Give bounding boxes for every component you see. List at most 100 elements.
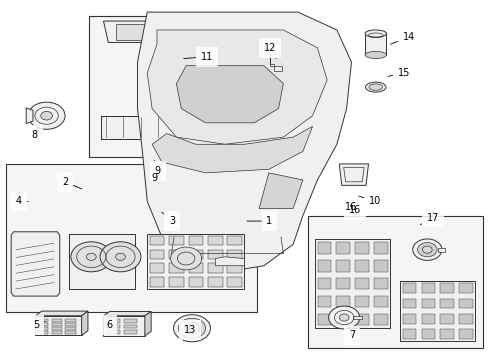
Bar bbox=[6, 164, 256, 312]
Bar bbox=[307, 216, 482, 348]
Polygon shape bbox=[103, 316, 144, 336]
Text: 2: 2 bbox=[62, 177, 81, 189]
Bar bbox=[402, 298, 415, 309]
Text: 14: 14 bbox=[389, 32, 414, 44]
Polygon shape bbox=[259, 173, 302, 208]
Bar bbox=[336, 278, 349, 289]
Bar bbox=[147, 234, 244, 289]
Bar bbox=[399, 281, 474, 342]
Ellipse shape bbox=[365, 30, 386, 37]
Bar bbox=[373, 278, 387, 289]
Bar bbox=[227, 249, 242, 259]
Circle shape bbox=[173, 315, 210, 342]
Bar bbox=[437, 248, 445, 252]
Bar bbox=[373, 242, 387, 254]
Bar bbox=[336, 260, 349, 271]
Text: 9: 9 bbox=[151, 173, 157, 183]
Bar bbox=[402, 314, 415, 324]
Bar bbox=[373, 296, 387, 307]
Circle shape bbox=[184, 323, 200, 334]
Bar bbox=[355, 314, 368, 325]
Text: 6: 6 bbox=[106, 320, 117, 330]
Bar bbox=[38, 327, 48, 330]
Bar bbox=[149, 277, 164, 287]
Text: 3: 3 bbox=[162, 212, 175, 226]
Polygon shape bbox=[270, 53, 282, 71]
Bar bbox=[336, 242, 349, 254]
Bar bbox=[317, 278, 330, 289]
Bar bbox=[317, 296, 330, 307]
Text: 16: 16 bbox=[348, 205, 361, 216]
Bar bbox=[207, 277, 222, 287]
Bar bbox=[89, 16, 242, 157]
Bar bbox=[52, 327, 62, 330]
Bar bbox=[402, 283, 415, 293]
Bar bbox=[207, 249, 222, 259]
Ellipse shape bbox=[365, 82, 385, 92]
Polygon shape bbox=[81, 311, 88, 336]
Bar bbox=[373, 314, 387, 325]
Bar bbox=[69, 234, 135, 289]
Bar bbox=[101, 116, 224, 139]
Polygon shape bbox=[35, 311, 88, 316]
Bar bbox=[188, 236, 203, 246]
Bar bbox=[188, 249, 203, 259]
Text: 12: 12 bbox=[264, 43, 276, 59]
Polygon shape bbox=[144, 311, 151, 336]
Bar bbox=[317, 314, 330, 325]
Polygon shape bbox=[147, 30, 326, 144]
Bar bbox=[123, 325, 137, 328]
Polygon shape bbox=[137, 12, 351, 273]
Circle shape bbox=[28, 102, 65, 129]
Circle shape bbox=[86, 253, 96, 260]
Polygon shape bbox=[26, 108, 33, 123]
Ellipse shape bbox=[368, 84, 382, 90]
Bar bbox=[458, 298, 472, 309]
Ellipse shape bbox=[365, 51, 386, 59]
Text: 10: 10 bbox=[358, 196, 380, 206]
Bar bbox=[116, 24, 201, 40]
Bar bbox=[440, 283, 453, 293]
Polygon shape bbox=[103, 21, 224, 42]
Bar bbox=[352, 316, 361, 319]
Bar bbox=[65, 331, 76, 334]
Bar bbox=[38, 323, 48, 325]
Bar bbox=[65, 327, 76, 330]
Bar bbox=[106, 325, 119, 328]
Bar bbox=[355, 278, 368, 289]
Circle shape bbox=[412, 239, 441, 260]
Bar bbox=[149, 264, 164, 273]
Bar bbox=[421, 314, 434, 324]
Text: 4: 4 bbox=[16, 197, 28, 206]
Polygon shape bbox=[11, 232, 60, 296]
Bar bbox=[336, 314, 349, 325]
Circle shape bbox=[41, 111, 52, 120]
Bar bbox=[52, 319, 62, 321]
Bar bbox=[336, 296, 349, 307]
Circle shape bbox=[116, 253, 125, 260]
Bar bbox=[317, 260, 330, 271]
Circle shape bbox=[422, 246, 431, 253]
Bar bbox=[149, 249, 164, 259]
Bar bbox=[38, 331, 48, 334]
Text: 1: 1 bbox=[246, 216, 272, 226]
Bar bbox=[52, 331, 62, 334]
Text: 11: 11 bbox=[183, 52, 213, 62]
Bar bbox=[317, 242, 330, 254]
Bar bbox=[458, 283, 472, 293]
Bar bbox=[458, 314, 472, 324]
Bar bbox=[440, 298, 453, 309]
Text: 8: 8 bbox=[31, 127, 39, 140]
Polygon shape bbox=[152, 126, 312, 173]
Bar bbox=[314, 239, 389, 328]
Bar bbox=[355, 260, 368, 271]
Circle shape bbox=[417, 243, 436, 257]
Bar bbox=[101, 116, 224, 139]
Bar bbox=[65, 319, 76, 321]
Circle shape bbox=[100, 242, 141, 272]
Polygon shape bbox=[215, 257, 244, 266]
Bar bbox=[421, 329, 434, 339]
Bar bbox=[123, 330, 137, 334]
Bar bbox=[169, 264, 183, 273]
Bar bbox=[169, 277, 183, 287]
